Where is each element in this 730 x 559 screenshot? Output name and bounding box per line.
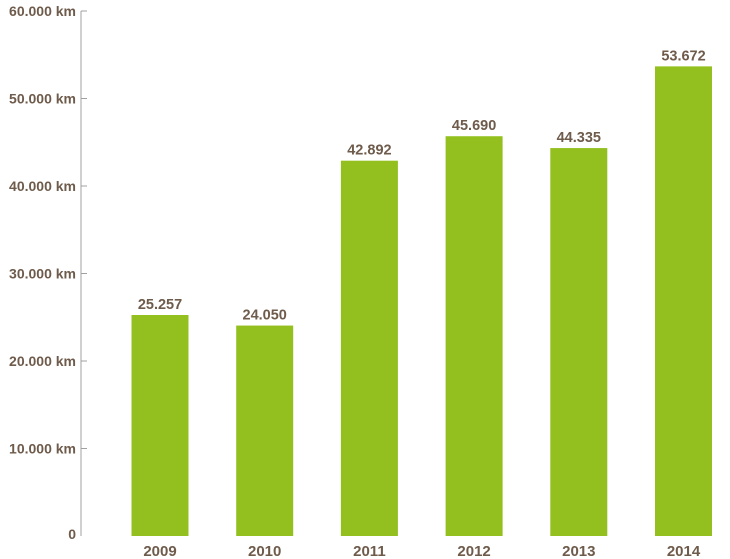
y-axis: 0 10.000 km 20.000 km 30.000 km 40.000 km 50.… (9, 3, 87, 542)
x-axis: 2009 2010 2011 2012 2013 2014 (143, 543, 701, 559)
value-label-2010: 24.050 (243, 308, 287, 324)
value-label-2012: 45.690 (452, 118, 496, 134)
x-tick-label-2014: 2014 (667, 543, 701, 559)
bar-2009 (131, 315, 189, 536)
y-tick-label: 60.000 km (9, 3, 76, 19)
bar-2010 (236, 325, 294, 536)
bar-2011 (340, 160, 398, 536)
value-label-2009: 25.257 (138, 297, 182, 313)
x-tick-label-2013: 2013 (562, 543, 595, 559)
value-labels: 25.257 24.050 42.892 45.690 44.335 53.672 (138, 48, 706, 323)
value-label-2014: 53.672 (661, 48, 705, 64)
x-tick-label-2012: 2012 (457, 543, 490, 559)
x-tick-label-2009: 2009 (143, 543, 176, 559)
y-tick-label: 40.000 km (9, 178, 76, 194)
bars (131, 66, 712, 537)
y-tick-label: 30.000 km (9, 266, 76, 282)
value-label-2013: 44.335 (557, 130, 601, 146)
y-tick-label: 0 (68, 526, 76, 542)
bar-2014 (655, 66, 712, 537)
y-tick-label: 20.000 km (9, 353, 76, 369)
y-tick-label: 10.000 km (9, 441, 76, 457)
bar-2013 (550, 148, 608, 536)
x-tick-label-2011: 2011 (353, 543, 386, 559)
y-tick-label: 50.000 km (9, 91, 76, 107)
x-tick-label-2010: 2010 (248, 543, 281, 559)
bar-2012 (445, 136, 503, 536)
value-label-2011: 42.892 (347, 143, 391, 159)
